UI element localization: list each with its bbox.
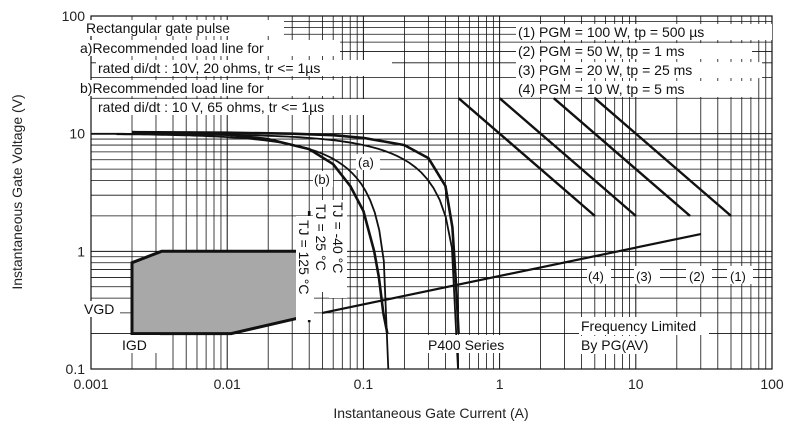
label-bg [313,171,333,187]
label-freq-limited: Frequency Limited [581,318,696,334]
note-line-5: rated di/dt : 10 V, 65 ohms, tr <= 1µs [98,99,324,115]
label-bg [296,216,314,320]
curves [91,97,732,370]
note-line-1: Rectangular gate pulse [86,20,230,36]
note-bg [96,60,392,76]
label-tj-25: TJ = 25 °C [313,204,329,271]
x-tick-label: 0.1 [354,376,374,392]
y-tick-label: 1 [77,243,85,259]
legend-bg [516,43,752,59]
x-axis-label: Instantaneous Gate Current (A) [333,405,528,421]
label-bg [356,154,380,170]
series-line-2 [131,130,460,334]
label-bg [120,335,160,353]
y-tick-label: 0.1 [66,361,86,377]
plot-frame [90,15,773,370]
series-line-1 [116,133,390,370]
label-tj-125: TJ = 125 °C [296,220,312,294]
label-bg [579,336,673,354]
series-line-3 [131,130,389,334]
label-by-pgav: By PG(AV) [581,337,648,353]
label-bg [426,335,518,353]
gate-trigger-region [130,249,300,336]
note-bg [78,80,340,96]
label-igd: IGD [122,337,147,353]
note-line-2: a)Recommended load line for [80,40,264,56]
label-a: (a) [358,155,374,170]
label-curve-1: (1) [730,269,746,284]
label-vgd: VGD [84,301,114,317]
x-tick-label: 1 [496,376,504,392]
note-line-4: b)Recommended load line for [80,80,264,96]
legend-item-1: (1) PGM = 100 W, tp = 500 µs [518,24,704,40]
label-curve-4: (4) [588,269,604,284]
y-tick-label: 10 [69,126,85,142]
x-tick-label: 0.01 [214,376,241,392]
label-bg [634,266,660,284]
legend-item-4: (4) PGM = 10 W, tp = 5 ms [518,81,685,97]
label-bg [587,266,611,284]
legend-bg [516,81,752,97]
x-tick-label: 100 [760,376,784,392]
note-bg [84,20,284,36]
label-curve-2: (2) [689,269,705,284]
label-bg [579,317,709,335]
note-line-3: rated di/dt : 10V, 20 ohms, tr <= 1µs [98,60,320,76]
y-tick-label: 100 [62,8,86,24]
series-line-9 [322,233,702,314]
label-tj-minus40: TJ = -40 °C [330,202,346,273]
note-bg [96,99,392,115]
x-tick-label: 0.001 [73,376,108,392]
label-bg [329,200,347,298]
label-b: (b) [314,172,330,187]
tick-labels: 0.001 0.01 0.1 1 10 100 0.1 1 10 100 [62,8,784,392]
note-bg [78,40,340,56]
legend-item-2: (2) PGM = 50 W, tp = 1 ms [518,43,685,59]
label-bg [686,266,712,284]
legend-item-3: (3) PGM = 20 W, tp = 25 ms [518,62,692,78]
x-tick-label: 10 [628,376,644,392]
series-line-5 [594,97,732,217]
series-line-8 [457,97,596,217]
label-bg [313,200,329,292]
y-axis-label: Instantaneous Gate Voltage (V) [9,94,25,289]
label-curve-3: (3) [636,269,652,284]
legend-bg [516,24,772,40]
series-line-7 [498,97,637,217]
legend-bg [516,62,762,78]
label-series: P400 Series [428,337,504,353]
series-line-6 [553,97,691,217]
label-bg [82,301,120,317]
label-bg [727,266,753,284]
